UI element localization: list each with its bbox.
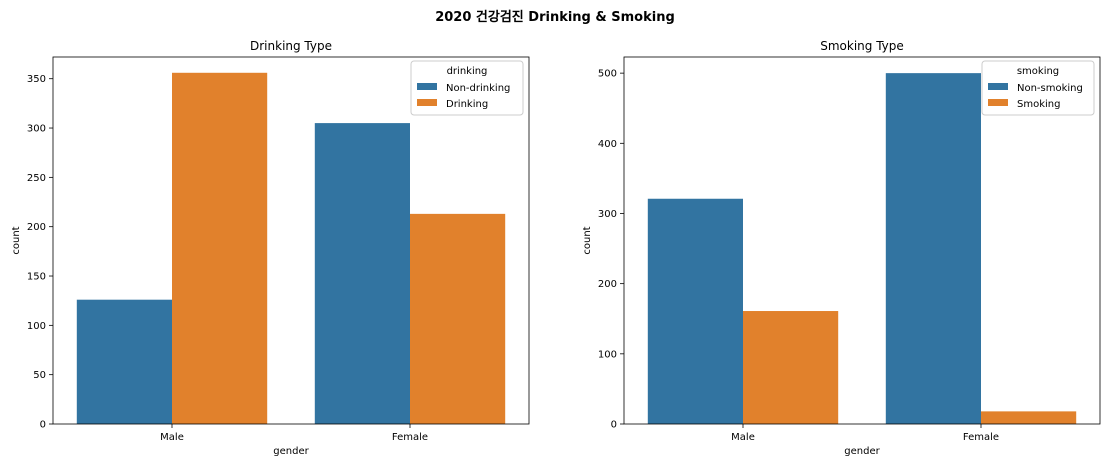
bar-non-smoking-male <box>647 198 743 424</box>
bar-non-drinking-female <box>314 123 410 425</box>
y-tick-label: 50 <box>33 370 46 381</box>
subplot-title: Smoking Type <box>820 39 904 53</box>
y-tick-label: 100 <box>27 321 46 332</box>
legend-swatch <box>417 99 437 106</box>
bar-non-drinking-male <box>76 299 172 424</box>
y-tick-label: 150 <box>27 272 46 283</box>
bar-non-smoking-female <box>885 73 981 424</box>
bar-smoking-male <box>743 311 839 424</box>
y-axis-title: count <box>11 226 22 254</box>
y-tick-label: 500 <box>598 69 617 80</box>
subplot-title: Drinking Type <box>250 39 332 53</box>
bar-drinking-female <box>410 213 506 424</box>
legend-swatch <box>988 99 1008 106</box>
y-tick-label: 400 <box>598 139 617 150</box>
y-tick-label: 300 <box>598 209 617 220</box>
legend-label: Smoking <box>1017 99 1060 110</box>
y-tick-label: 250 <box>27 173 46 184</box>
plot-frame <box>623 56 1101 425</box>
legend-label: Non-drinking <box>446 83 510 94</box>
y-tick-label: 200 <box>598 279 617 290</box>
x-axis-title: gender <box>273 446 309 457</box>
legend-swatch <box>988 83 1008 90</box>
y-tick-label: 0 <box>40 420 46 431</box>
legend-label: Drinking <box>446 99 488 110</box>
x-tick-label: Male <box>731 432 755 443</box>
legend-title: drinking <box>447 66 488 77</box>
bar-smoking-female <box>981 411 1077 424</box>
legend-label: Non-smoking <box>1017 83 1083 94</box>
x-axis-title: gender <box>844 446 880 457</box>
y-tick-label: 300 <box>27 124 46 135</box>
x-tick-label: Female <box>963 432 999 443</box>
y-axis-title: count <box>582 226 593 254</box>
y-tick-label: 350 <box>27 74 46 85</box>
subplot-0: Drinking Type 0 50 100 150 200 250 300 350 Male Fe… <box>11 39 530 457</box>
plot-frame <box>52 56 530 425</box>
legend-box <box>410 60 524 116</box>
subplot-1: Smoking Type 0 100 200 300 400 500 Male Female ge… <box>582 39 1101 457</box>
legend-box <box>981 60 1095 116</box>
figure-title: 2020 건강검진 Drinking & Smoking <box>435 10 675 25</box>
x-tick-label: Male <box>160 432 184 443</box>
y-tick-label: 100 <box>598 349 617 360</box>
y-tick-label: 200 <box>27 222 46 233</box>
bar-drinking-male <box>172 72 268 424</box>
x-tick-label: Female <box>392 432 428 443</box>
legend-swatch <box>417 83 437 90</box>
legend-title: smoking <box>1017 66 1059 77</box>
y-tick-label: 0 <box>611 420 617 431</box>
